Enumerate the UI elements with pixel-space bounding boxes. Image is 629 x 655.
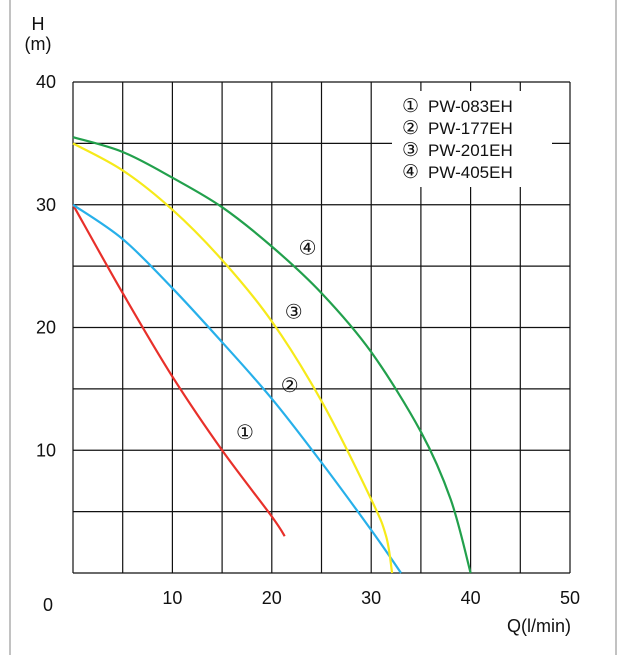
y-tick-label: 20 — [36, 318, 56, 338]
legend-entry-label: PW-083EH — [428, 97, 513, 116]
curve-label: ① — [236, 422, 254, 444]
series-line — [72, 204, 286, 537]
y-tick-label: 10 — [36, 440, 56, 460]
legend-marker: ④ — [402, 162, 419, 183]
x-tick-label: 50 — [560, 588, 580, 608]
y-axis-title-unit: (m) — [25, 34, 52, 54]
legend-entry-label: PW-405EH — [428, 163, 513, 182]
y-axis-title-h: H — [32, 14, 45, 34]
legend: ① PW-083EH ② PW-177EH ③ PW-201EH ④ PW-405EH — [392, 91, 552, 187]
legend-marker: ③ — [402, 140, 419, 161]
x-tick-label: 40 — [461, 588, 481, 608]
curve-label: ③ — [285, 302, 303, 324]
legend-entry-label: PW-177EH — [428, 119, 513, 138]
series-line — [72, 142, 394, 574]
curve-label: ④ — [299, 238, 317, 260]
curves — [72, 136, 472, 574]
curve-labels: ① ② ③ ④ — [236, 238, 317, 444]
y-tick-label: 30 — [36, 195, 56, 215]
x-tick-label: 30 — [361, 588, 381, 608]
curve-label: ② — [281, 375, 299, 397]
x-tick-label: 10 — [162, 588, 182, 608]
series-line — [72, 203, 402, 574]
legend-marker: ② — [402, 118, 419, 139]
legend-entry-label: PW-201EH — [428, 141, 513, 160]
tick-labels: 0 10 20 30 40 50 10 20 30 40 — [36, 72, 580, 615]
x-axis-title: Q(l/min) — [507, 616, 571, 636]
legend-marker: ① — [402, 96, 419, 117]
x-tick-label: 20 — [262, 588, 282, 608]
x-tick-label: 0 — [43, 595, 53, 615]
series-line — [72, 136, 472, 574]
y-tick-label: 40 — [36, 72, 56, 92]
legend-background — [392, 91, 552, 187]
